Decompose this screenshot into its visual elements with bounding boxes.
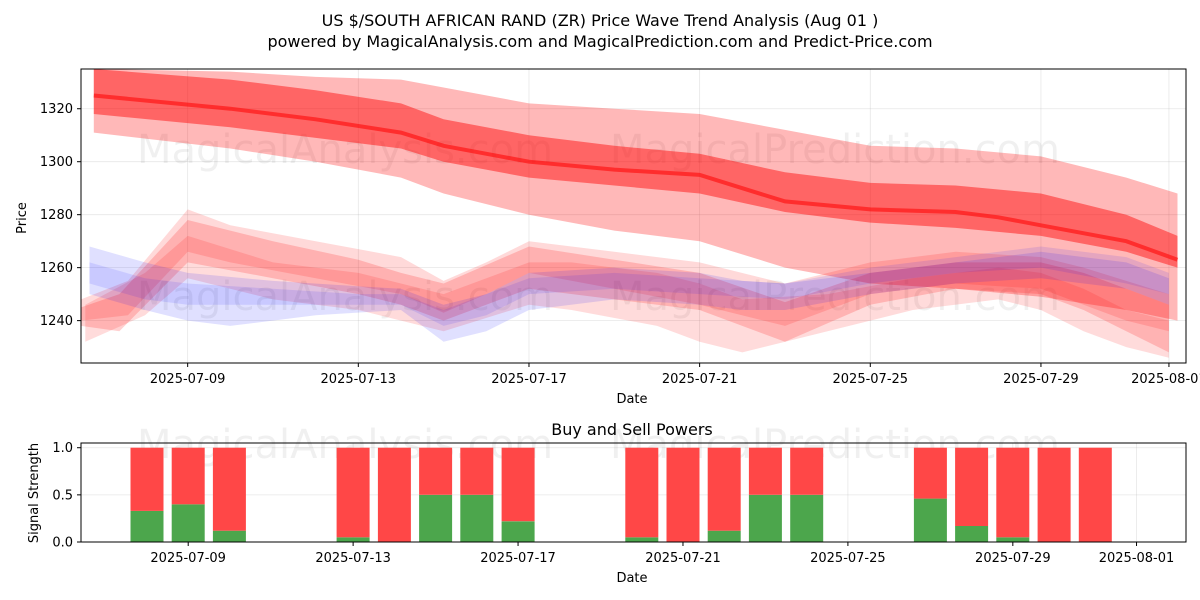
signal-y-tick-label: 0.0 xyxy=(52,536,73,551)
price-y-tick-label: 1260 xyxy=(40,261,73,276)
price-x-tick-label: 2025-07-21 xyxy=(662,372,738,387)
signal-x-tick-label: 2025-07-13 xyxy=(315,551,391,566)
price-x-tick-label: 2025-08-01 xyxy=(1131,372,1200,387)
price-x-label: Date xyxy=(616,392,647,407)
sell-bar xyxy=(336,447,370,538)
watermark-magicalprediction-2: MagicalPrediction.com xyxy=(610,274,1060,320)
sell-bar xyxy=(1037,447,1071,542)
buy-bar xyxy=(130,510,164,542)
signal-y-label: Signal Strength xyxy=(27,443,42,543)
buy-bar xyxy=(955,526,989,542)
signal-chart-title: Buy and Sell Powers xyxy=(551,420,713,439)
sell-bar xyxy=(171,447,205,505)
buy-bar xyxy=(748,494,782,542)
buy-bar xyxy=(212,530,246,542)
price-lines xyxy=(93,93,1179,262)
signal-x-tick-label: 2025-08-01 xyxy=(1099,551,1175,566)
signal-x-label: Date xyxy=(616,571,647,586)
signal-x-tick-label: 2025-07-21 xyxy=(645,551,721,566)
buy-bar xyxy=(790,494,824,542)
buy-bar xyxy=(707,530,741,542)
band-short-wave-red-3 xyxy=(85,235,1169,358)
price-grid xyxy=(81,69,1186,363)
price-x-tick-label: 2025-07-09 xyxy=(150,372,226,387)
sell-bar xyxy=(748,447,782,495)
band-long-trend-core xyxy=(93,69,1178,268)
signal-x-ticks: 2025-07-09 2025-07-13 2025-07-17 2025-07-21… xyxy=(150,542,1174,566)
signal-x-tick-label: 2025-07-25 xyxy=(810,551,886,566)
price-y-tick-label: 1300 xyxy=(40,155,73,170)
band-short-wave-blue-2 xyxy=(89,246,1169,326)
signal-y-ticks: 0.0 0.5 1.0 xyxy=(52,441,81,551)
line-long-trend-line xyxy=(93,93,1179,262)
sell-bar xyxy=(666,447,700,542)
sell-bar xyxy=(625,447,659,538)
chart-title-line2: powered by MagicalAnalysis.com and Magic… xyxy=(267,32,932,51)
watermark-magicalanalysis: MagicalAnalysis.com xyxy=(137,127,553,173)
band-long-trend-wide xyxy=(93,69,1178,321)
signal-bars xyxy=(130,447,1112,542)
buy-bar xyxy=(419,494,453,542)
band-short-wave-blue-1 xyxy=(89,246,1169,342)
buy-bar xyxy=(460,494,494,542)
buy-bar xyxy=(336,537,370,542)
sell-bar xyxy=(377,447,411,542)
price-x-tick-label: 2025-07-13 xyxy=(321,372,397,387)
buy-bar xyxy=(171,504,205,542)
signal-x-tick-label: 2025-07-29 xyxy=(975,551,1051,566)
price-watermarks: MagicalAnalysis.com MagicalPrediction.co… xyxy=(137,127,1060,320)
price-y-tick-label: 1320 xyxy=(40,102,73,117)
price-bands xyxy=(81,69,1178,358)
sell-bar xyxy=(996,447,1030,538)
sell-bar xyxy=(707,447,741,531)
buy-bar xyxy=(501,521,535,542)
watermark-magicalprediction: MagicalPrediction.com xyxy=(610,127,1060,173)
band-short-wave-red-1 xyxy=(81,220,1169,353)
sell-bar xyxy=(460,447,494,495)
price-y-tick-label: 1280 xyxy=(40,208,73,223)
price-x-tick-label: 2025-07-25 xyxy=(833,372,909,387)
buy-bar xyxy=(625,537,659,542)
signal-x-tick-label: 2025-07-17 xyxy=(480,551,556,566)
price-x-tick-label: 2025-07-17 xyxy=(491,372,567,387)
band-short-wave-red-2 xyxy=(81,209,1169,332)
buy-bar xyxy=(913,498,947,542)
sell-bar xyxy=(419,447,453,495)
signal-y-tick-label: 0.5 xyxy=(52,488,73,503)
sell-bar xyxy=(212,447,246,531)
signal-y-tick-label: 1.0 xyxy=(52,441,73,456)
sell-bar xyxy=(913,447,947,499)
signal-axes-frame xyxy=(80,442,1187,543)
price-x-tick-label: 2025-07-29 xyxy=(1003,372,1079,387)
price-y-ticks: 1240 1260 1280 1300 1320 xyxy=(40,102,81,329)
price-axes-frame xyxy=(80,68,1187,364)
price-x-ticks: 2025-07-09 2025-07-13 2025-07-17 2025-07-21… xyxy=(150,363,1200,387)
sell-bar xyxy=(790,447,824,495)
sell-bar xyxy=(1078,447,1112,542)
buy-bar xyxy=(996,537,1030,542)
chart-title-line1: US $/SOUTH AFRICAN RAND (ZR) Price Wave … xyxy=(322,11,879,30)
price-y-tick-label: 1240 xyxy=(40,314,73,329)
sell-bar xyxy=(955,447,989,526)
watermark-magicalanalysis-2: MagicalAnalysis.com xyxy=(137,274,553,320)
signal-x-tick-label: 2025-07-09 xyxy=(150,551,226,566)
sell-bar xyxy=(130,447,164,511)
price-chart: MagicalAnalysis.com MagicalPrediction.co… xyxy=(15,68,1200,407)
sell-bar xyxy=(501,447,535,522)
signal-chart: Buy and Sell Powers MagicalAnalysis.com … xyxy=(27,420,1187,586)
price-y-label: Price xyxy=(15,202,30,234)
